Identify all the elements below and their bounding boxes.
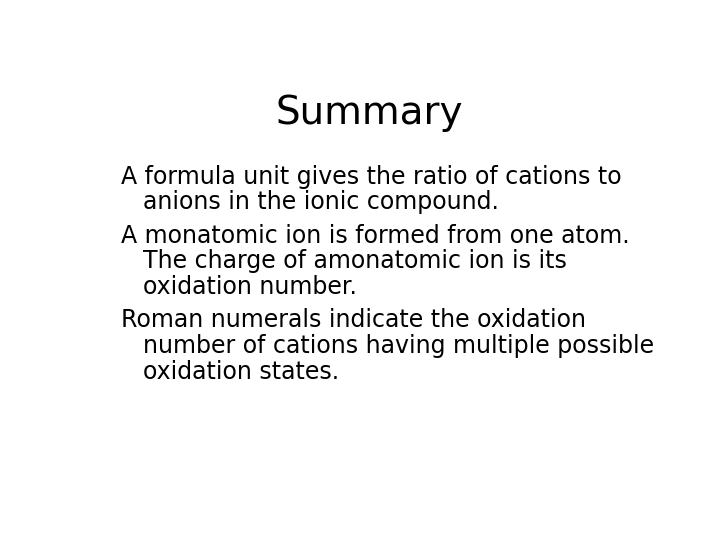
Text: oxidation states.: oxidation states. bbox=[143, 360, 339, 384]
Text: oxidation number.: oxidation number. bbox=[143, 275, 357, 299]
Text: anions in the ionic compound.: anions in the ionic compound. bbox=[143, 191, 499, 214]
Text: number of cations having multiple possible: number of cations having multiple possib… bbox=[143, 334, 654, 358]
Text: Summary: Summary bbox=[275, 94, 463, 132]
Text: Roman numerals indicate the oxidation: Roman numerals indicate the oxidation bbox=[121, 308, 585, 333]
Text: A formula unit gives the ratio of cations to: A formula unit gives the ratio of cation… bbox=[121, 165, 621, 188]
Text: The charge of amonatomic ion is its: The charge of amonatomic ion is its bbox=[143, 249, 567, 273]
Text: A monatomic ion is formed from one atom.: A monatomic ion is formed from one atom. bbox=[121, 224, 629, 248]
